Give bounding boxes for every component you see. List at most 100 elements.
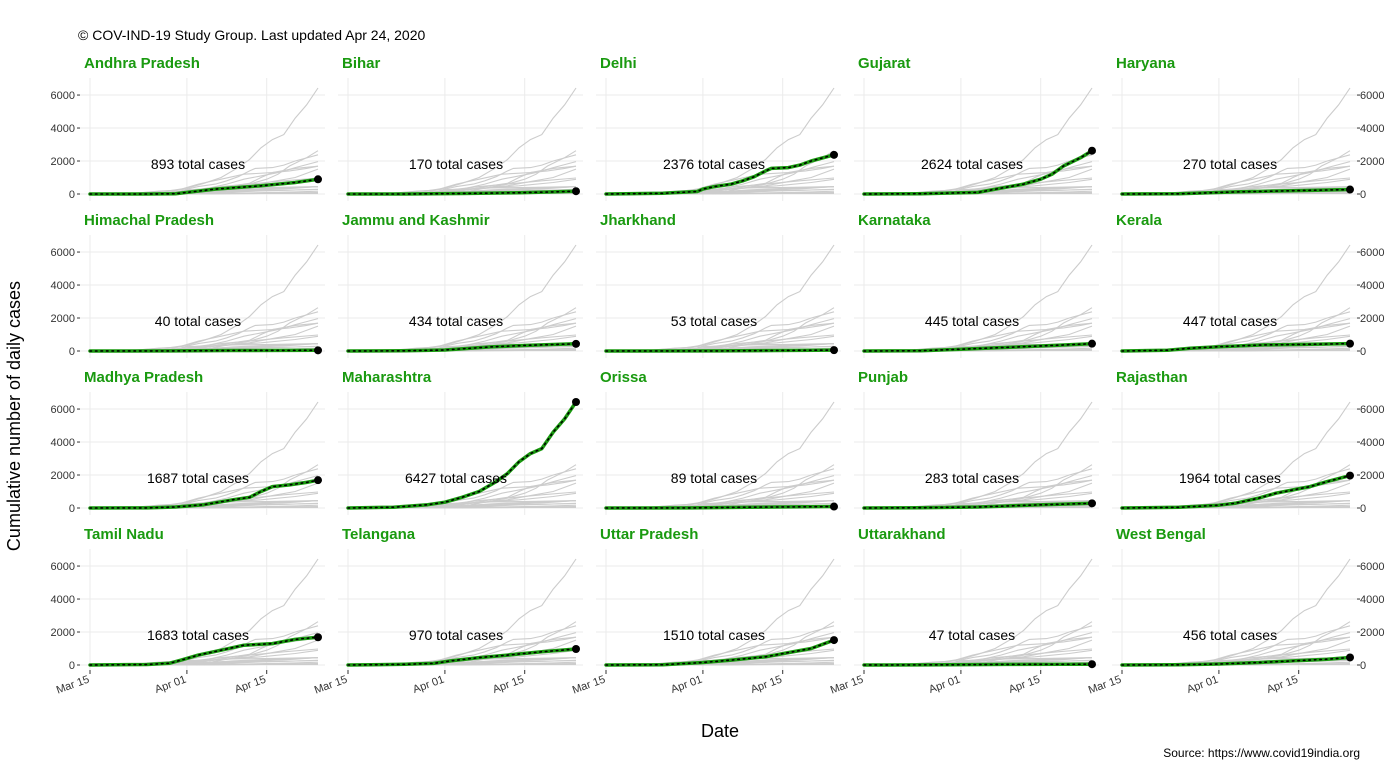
- panel-title: Jharkhand: [600, 212, 676, 229]
- y-tick-label: 6000: [1360, 247, 1384, 259]
- endpoint-marker: [314, 346, 322, 355]
- x-tick-label: Apr 01: [411, 674, 446, 696]
- endpoint-marker: [572, 187, 580, 196]
- x-tick-label: Apr 15: [1007, 674, 1042, 696]
- total-cases-label: 1510 total cases: [663, 627, 765, 643]
- total-cases-label: 893 total cases: [151, 156, 245, 172]
- panel-title: Orissa: [600, 369, 647, 386]
- background-line-maharashtra: [89, 87, 319, 195]
- endpoint-marker: [1346, 339, 1354, 348]
- highlight-line-dots: [605, 154, 835, 195]
- panel-karnataka: Karnataka 445 total cases: [854, 212, 1099, 358]
- highlight-line-dots: [89, 178, 319, 195]
- panel-title: Gujarat: [858, 55, 911, 72]
- total-cases-label: 1964 total cases: [1179, 470, 1281, 486]
- highlight-line-dots: [89, 636, 319, 666]
- background-line-maharashtra: [347, 87, 577, 195]
- y-tick-label: 2000: [1360, 627, 1384, 639]
- highlight-line: [346, 400, 578, 510]
- source-note: Source: https://www.covid19india.org: [1163, 746, 1360, 760]
- y-tick-label: 6000: [51, 247, 75, 259]
- endpoint-marker: [572, 398, 580, 406]
- y-tick-label: 2000: [51, 470, 75, 482]
- y-tick-label: 0: [69, 660, 75, 672]
- endpoint-marker: [1346, 471, 1354, 480]
- background-line-maharashtra: [1121, 87, 1351, 195]
- panel-gujarat: Gujarat 2624 total cases: [854, 55, 1099, 201]
- panel-jharkhand: Jharkhand 53 total cases: [596, 212, 841, 358]
- panel-punjab: Punjab 283 total cases: [854, 369, 1099, 515]
- endpoint-marker: [572, 645, 580, 654]
- total-cases-label: 2624 total cases: [921, 156, 1023, 172]
- y-tick-label: 6000: [51, 561, 75, 573]
- y-tick-label: 4000: [1360, 437, 1384, 449]
- panel-tamil-nadu: Tamil Nadu 1683 total cases 0 2000 4000 6000 M…: [51, 526, 325, 697]
- y-tick-label: 0: [1360, 660, 1366, 672]
- x-tick-label: Apr 01: [927, 674, 962, 696]
- endpoint-marker: [1088, 339, 1096, 348]
- y-tick-label: 6000: [1360, 404, 1384, 416]
- background-line-maharashtra: [1121, 401, 1351, 509]
- x-tick-label: Apr 15: [1265, 674, 1300, 696]
- highlight-line-dots: [1121, 188, 1351, 195]
- panel-uttar-pradesh: Uttar Pradesh 1510 total cases Mar 15 Apr 0…: [571, 526, 841, 697]
- x-tick-label: Apr 01: [1185, 674, 1220, 696]
- total-cases-label: 447 total cases: [1183, 313, 1277, 329]
- y-tick-label: 0: [69, 346, 75, 358]
- background-line-maharashtra: [863, 87, 1093, 195]
- y-tick-label: 4000: [51, 280, 75, 292]
- highlight-line-dots: [347, 401, 577, 509]
- panel-title: Telangana: [342, 526, 416, 543]
- panel-title: West Bengal: [1116, 526, 1206, 543]
- endpoint-marker: [1088, 499, 1096, 508]
- highlight-line-dots: [1121, 342, 1351, 352]
- x-tick-label: Apr 15: [233, 674, 268, 696]
- x-tick-label: Mar 15: [1087, 674, 1123, 697]
- panel-title: Jammu and Kashmir: [342, 212, 490, 229]
- x-tick-label: Apr 15: [491, 674, 526, 696]
- endpoint-marker: [830, 150, 838, 159]
- y-tick-label: 6000: [51, 90, 75, 102]
- endpoint-marker: [1346, 185, 1354, 194]
- endpoint-marker: [572, 339, 580, 348]
- highlight-line-dots: [605, 639, 835, 666]
- endpoint-marker: [1346, 653, 1354, 662]
- x-tick-label: Apr 01: [669, 674, 704, 696]
- y-tick-label: 2000: [1360, 470, 1384, 482]
- panel-andhra-pradesh: Andhra Pradesh 893 total cases 0 2000 4000 60…: [51, 55, 325, 201]
- panel-west-bengal: West Bengal 456 total cases 0 2000 4000 6000 M…: [1087, 526, 1385, 697]
- panel-telangana: Telangana 970 total cases Mar 15 Apr 01 Apr …: [313, 526, 583, 697]
- panel-delhi: Delhi 2376 total cases: [596, 55, 841, 201]
- panel-title: Andhra Pradesh: [84, 55, 200, 72]
- panel-jammu-and-kashmir: Jammu and Kashmir 434 total cases: [338, 212, 583, 358]
- panel-bihar: Bihar 170 total cases: [338, 55, 583, 201]
- y-tick-label: 4000: [51, 437, 75, 449]
- y-tick-label: 6000: [1360, 561, 1384, 573]
- x-tick-label: Mar 15: [55, 674, 91, 697]
- background-line-maharashtra: [1121, 558, 1351, 666]
- y-tick-label: 2000: [51, 313, 75, 325]
- total-cases-label: 270 total cases: [1183, 156, 1277, 172]
- y-tick-label: 6000: [1360, 90, 1384, 102]
- highlight-line-dots: [89, 349, 319, 352]
- panel-title: Punjab: [858, 369, 908, 386]
- y-tick-label: 2000: [1360, 313, 1384, 325]
- highlight-line-dots: [347, 648, 577, 666]
- panel-madhya-pradesh: Madhya Pradesh 1687 total cases 0 2000 4000 6…: [51, 369, 325, 515]
- total-cases-label: 970 total cases: [409, 627, 503, 643]
- background-line-maharashtra: [89, 244, 319, 352]
- background-line-maharashtra: [605, 244, 835, 352]
- endpoint-marker: [830, 502, 838, 511]
- x-tick-label: Apr 15: [749, 674, 784, 696]
- panel-haryana: Haryana 270 total cases 0 2000 4000 6000: [1112, 55, 1384, 201]
- panel-rajasthan: Rajasthan 1964 total cases 0 2000 4000 6000: [1112, 369, 1384, 515]
- total-cases-label: 445 total cases: [925, 313, 1019, 329]
- y-tick-label: 0: [1360, 189, 1366, 201]
- highlight-line-dots: [347, 190, 577, 195]
- background-line-maharashtra: [605, 558, 835, 666]
- x-tick-label: Mar 15: [829, 674, 865, 697]
- panel-title: Madhya Pradesh: [84, 369, 203, 386]
- chart-caption: © COV-IND-19 Study Group. Last updated A…: [78, 27, 426, 43]
- endpoint-marker: [314, 175, 322, 184]
